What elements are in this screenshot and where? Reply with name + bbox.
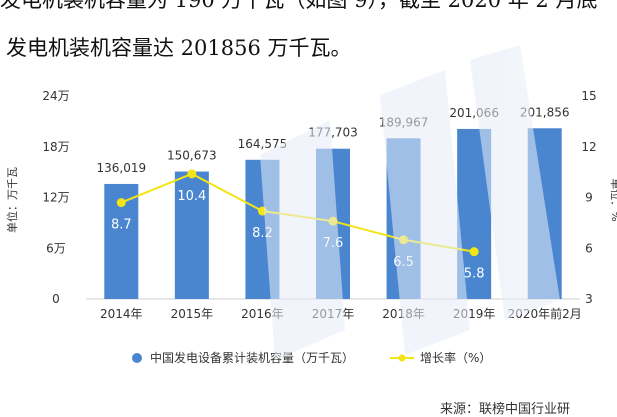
bar (174, 171, 209, 299)
line-value-label: 8.7 (111, 218, 132, 233)
legend-bar-swatch (132, 353, 142, 363)
legend-line-label: 增长率（%） (420, 350, 491, 365)
x-tick-label: 2018年 (382, 307, 425, 321)
bar-value-label: 189,967 (379, 115, 429, 129)
legend-bar-label: 中国发电设备累计装机容量（万千瓦） (150, 350, 354, 365)
cropped-text-line: 发电机装机容量为 190 万千瓦（如图 9），截至 2020 年 2 月底 (0, 0, 598, 12)
x-tick-label: 2014年 (100, 307, 143, 321)
line-value-label: 10.4 (177, 189, 206, 204)
y-right-axis-label: 单位：% (609, 178, 617, 221)
line-value-label: 8.2 (252, 226, 273, 241)
bar-value-label: 201,066 (449, 106, 499, 120)
x-tick-label: 2016年 (241, 307, 284, 321)
line-value-label: 6.5 (393, 255, 414, 270)
line-point (399, 235, 409, 245)
bar (386, 138, 421, 299)
line-value-label: 5.8 (464, 267, 485, 282)
bar-value-label: 150,673 (167, 149, 217, 163)
y-left-tick: 0 (52, 292, 60, 306)
line-point (257, 206, 267, 216)
x-tick-label: 2020年前2月 (508, 306, 582, 321)
line-point (469, 247, 479, 257)
line-point (187, 169, 197, 179)
bar-value-label: 177,703 (308, 126, 358, 140)
bar-value-label: 164,575 (238, 137, 288, 151)
y-left-tick: 24万 (42, 89, 69, 103)
y-right-tick: 9 (585, 191, 593, 205)
bar-value-label: 136,019 (96, 161, 146, 175)
line-value-label: 7.6 (323, 236, 344, 251)
line-point (328, 216, 338, 226)
y-left-axis-label: 单位：万千瓦 (5, 167, 19, 233)
x-tick-label: 2019年 (453, 307, 496, 321)
bar (527, 128, 562, 299)
y-left-tick: 12万 (42, 191, 69, 205)
legend-line-marker (398, 354, 406, 362)
source-note: 来源：联榜中国行业研 (440, 402, 571, 417)
y-left-tick: 6万 (46, 241, 66, 255)
y-left-tick: 18万 (42, 140, 69, 154)
growth-rate-line (120, 172, 475, 253)
x-tick-label: 2015年 (171, 307, 214, 321)
line-point (116, 198, 126, 208)
x-tick-label: 2017年 (312, 307, 355, 321)
y-right-tick: 12 (581, 140, 596, 154)
bar-value-label: 201,856 (520, 105, 570, 119)
y-right-tick: 15 (581, 89, 596, 103)
legend: 中国发电设备累计装机容量（万千瓦） 增长率（%） (132, 350, 491, 365)
paragraph-line: 发电机装机容量达 201856 万千瓦。 (6, 36, 352, 60)
y-right-tick: 6 (585, 241, 593, 255)
y-right-tick: 3 (585, 292, 593, 306)
